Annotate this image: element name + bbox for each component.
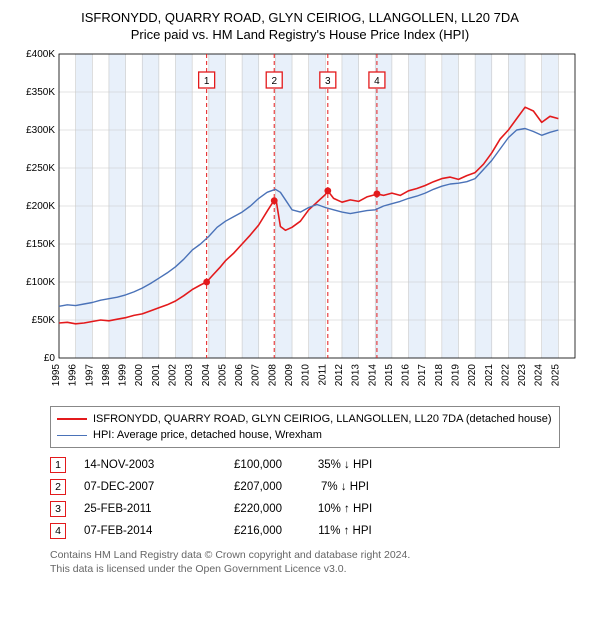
svg-text:£400K: £400K [26, 49, 55, 60]
sales-row: 4 07-FEB-2014 £216,000 11% ↑ HPI [50, 520, 560, 542]
svg-text:2016: 2016 [401, 364, 412, 387]
price-chart: £0 £50K £100K £150K £200K £250K £300K £350K £400… [15, 48, 585, 398]
sales-diff: 10% ↑ HPI [300, 503, 390, 515]
svg-text:£350K: £350K [26, 87, 55, 98]
footnote-line1: Contains HM Land Registry data © Crown c… [50, 548, 560, 562]
svg-text:2019: 2019 [450, 364, 461, 387]
title-block: ISFRONYDD, QUARRY ROAD, GLYN CEIRIOG, LL… [10, 10, 590, 42]
svg-text:2007: 2007 [251, 364, 262, 387]
svg-text:£250K: £250K [26, 163, 55, 174]
legend-row: ISFRONYDD, QUARRY ROAD, GLYN CEIRIOG, LL… [57, 411, 553, 427]
sales-diff: 35% ↓ HPI [300, 459, 390, 471]
svg-text:£100K: £100K [26, 277, 55, 288]
svg-text:2017: 2017 [417, 364, 428, 387]
svg-text:2001: 2001 [151, 364, 162, 387]
svg-text:2024: 2024 [534, 364, 545, 387]
sales-index-box: 4 [50, 523, 66, 539]
chart-svg: £0 £50K £100K £150K £200K £250K £300K £350K £400… [15, 48, 585, 398]
svg-text:1996: 1996 [68, 364, 79, 387]
legend: ISFRONYDD, QUARRY ROAD, GLYN CEIRIOG, LL… [50, 406, 560, 448]
legend-label: ISFRONYDD, QUARRY ROAD, GLYN CEIRIOG, LL… [93, 413, 552, 425]
sales-date: 14-NOV-2003 [84, 459, 184, 471]
svg-text:2010: 2010 [301, 364, 312, 387]
svg-text:3: 3 [325, 76, 331, 87]
svg-text:2003: 2003 [184, 364, 195, 387]
sales-date: 25-FEB-2011 [84, 503, 184, 515]
svg-text:£50K: £50K [32, 315, 56, 326]
svg-text:£0: £0 [44, 353, 56, 364]
svg-text:2018: 2018 [434, 364, 445, 387]
svg-text:1999: 1999 [118, 364, 129, 387]
svg-text:1997: 1997 [84, 364, 95, 387]
sales-row: 1 14-NOV-2003 £100,000 35% ↓ HPI [50, 454, 560, 476]
title-subtitle: Price paid vs. HM Land Registry's House … [10, 27, 590, 42]
page-root: ISFRONYDD, QUARRY ROAD, GLYN CEIRIOG, LL… [0, 0, 600, 584]
sales-date: 07-DEC-2007 [84, 481, 184, 493]
sales-diff: 11% ↑ HPI [300, 525, 390, 537]
svg-text:2004: 2004 [201, 364, 212, 387]
sales-index-box: 2 [50, 479, 66, 495]
svg-text:2025: 2025 [550, 364, 561, 387]
footnote: Contains HM Land Registry data © Crown c… [50, 548, 560, 576]
svg-text:4: 4 [374, 76, 380, 87]
svg-text:1: 1 [204, 76, 210, 87]
svg-text:2021: 2021 [484, 364, 495, 387]
svg-text:2012: 2012 [334, 364, 345, 387]
sales-index-box: 3 [50, 501, 66, 517]
sales-price: £100,000 [202, 459, 282, 471]
sales-price: £207,000 [202, 481, 282, 493]
svg-text:2022: 2022 [500, 364, 511, 387]
svg-text:2015: 2015 [384, 364, 395, 387]
svg-text:1995: 1995 [51, 364, 62, 387]
svg-text:2005: 2005 [217, 364, 228, 387]
legend-label: HPI: Average price, detached house, Wrex… [93, 429, 322, 441]
sales-date: 07-FEB-2014 [84, 525, 184, 537]
svg-text:£200K: £200K [26, 201, 55, 212]
sales-price: £216,000 [202, 525, 282, 537]
legend-swatch [57, 418, 87, 420]
svg-text:2011: 2011 [317, 364, 328, 386]
footnote-line2: This data is licensed under the Open Gov… [50, 562, 560, 576]
svg-text:2: 2 [271, 76, 277, 87]
sales-index-box: 1 [50, 457, 66, 473]
svg-text:2006: 2006 [234, 364, 245, 387]
svg-text:£300K: £300K [26, 125, 55, 136]
title-address: ISFRONYDD, QUARRY ROAD, GLYN CEIRIOG, LL… [10, 10, 590, 25]
svg-text:2002: 2002 [168, 364, 179, 387]
svg-text:2023: 2023 [517, 364, 528, 387]
svg-text:2014: 2014 [367, 364, 378, 387]
svg-text:2000: 2000 [134, 364, 145, 387]
sales-table: 1 14-NOV-2003 £100,000 35% ↓ HPI 2 07-DEC-200… [50, 454, 560, 542]
svg-text:2008: 2008 [267, 364, 278, 387]
legend-swatch [57, 435, 87, 436]
svg-text:2020: 2020 [467, 364, 478, 387]
sales-row: 3 25-FEB-2011 £220,000 10% ↑ HPI [50, 498, 560, 520]
sales-price: £220,000 [202, 503, 282, 515]
svg-text:£150K: £150K [26, 239, 55, 250]
sales-diff: 7% ↓ HPI [300, 481, 390, 493]
sales-row: 2 07-DEC-2007 £207,000 7% ↓ HPI [50, 476, 560, 498]
svg-text:2013: 2013 [351, 364, 362, 387]
svg-text:1998: 1998 [101, 364, 112, 387]
legend-row: HPI: Average price, detached house, Wrex… [57, 427, 553, 443]
svg-text:2009: 2009 [284, 364, 295, 387]
